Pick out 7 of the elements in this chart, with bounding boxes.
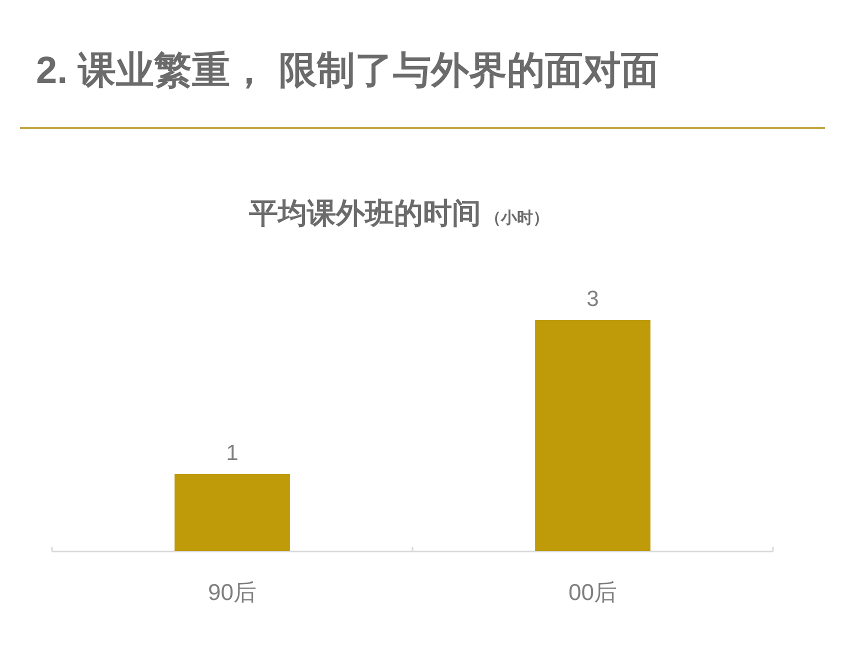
chart-title: 2. 课业繁重， 限制了与外界的面对面	[36, 50, 659, 92]
data-label: 1	[226, 440, 238, 465]
x-tick-label: 90后	[208, 579, 257, 605]
chart-subtitle: 平均课外班的时间	[248, 198, 481, 230]
data-label: 3	[586, 286, 599, 311]
x-tick-label: 00后	[568, 579, 618, 605]
text: （小时）	[485, 209, 549, 227]
